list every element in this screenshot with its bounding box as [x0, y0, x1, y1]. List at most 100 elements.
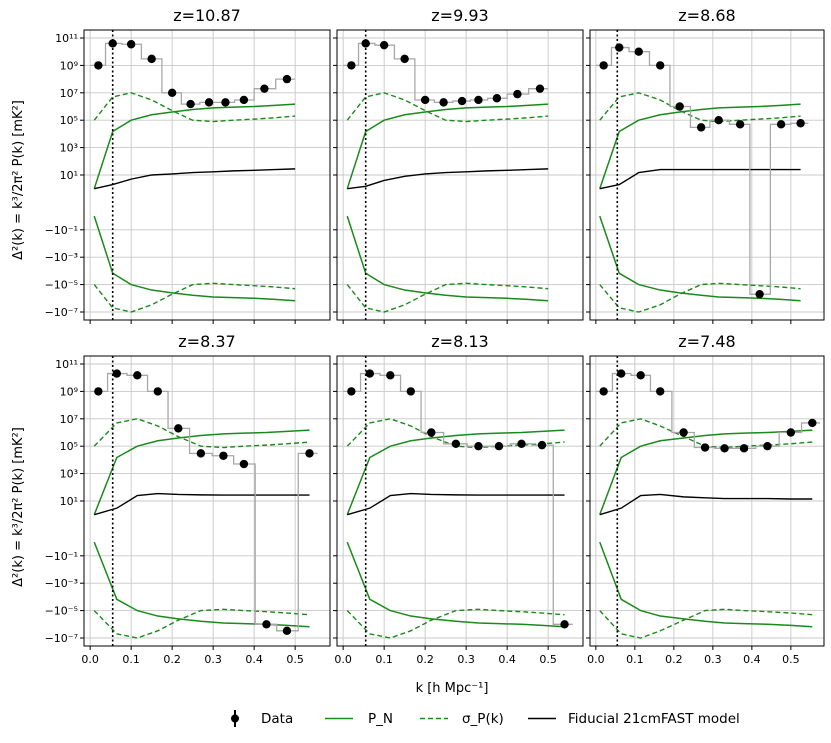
data-point — [260, 84, 269, 93]
pn-upper-line — [346, 103, 549, 189]
panels-layer: 10¹¹ 10⁹ 10⁷ 10⁵ 10³ 10¹ −10⁻¹ −10⁻³ −10⁻⁵ −10⁻⁷ z… — [45, 6, 825, 666]
x-tick-label: 0.1 — [375, 653, 393, 666]
pn-lower-line — [346, 215, 549, 302]
data-point — [420, 95, 430, 105]
data-point — [474, 442, 483, 451]
sigma-upper-line — [346, 92, 549, 123]
sigma-lower-line — [93, 608, 310, 639]
data-point — [615, 43, 624, 52]
data-point — [186, 99, 195, 109]
data-point — [174, 424, 183, 433]
sigma-upper-line — [93, 418, 310, 449]
data-step-line — [90, 372, 318, 632]
x-tick-label: 0.5 — [286, 653, 304, 666]
data-point — [347, 387, 356, 396]
data-point — [239, 95, 249, 105]
data-point — [634, 47, 643, 56]
data-point — [221, 98, 230, 107]
x-tick-label: 0.3 — [204, 653, 222, 666]
data-point — [133, 371, 142, 380]
sigma-lower-line — [599, 608, 813, 639]
panel-title: z=8.13 — [431, 332, 488, 351]
model-line — [94, 492, 310, 516]
y-tick-label: 10⁹ — [60, 385, 78, 398]
data-point — [219, 451, 228, 460]
data-point — [714, 116, 723, 125]
data-point — [755, 289, 764, 299]
y-axis-label-bottom: Δ²(k) = k³/2π² P(k) [mK²] — [11, 427, 26, 587]
x-tick-label: 0.2 — [416, 653, 434, 666]
data-point — [786, 428, 796, 437]
x-tick-label: 0.0 — [81, 653, 99, 666]
y-tick-label: 10³ — [60, 142, 78, 155]
panel-title: z=9.93 — [431, 6, 488, 25]
x-tick-label: 0.2 — [665, 653, 683, 666]
data-point — [365, 369, 374, 378]
y-tick-label: 10⁷ — [60, 87, 78, 100]
y-tick-label: −10⁻⁵ — [45, 279, 78, 292]
legend: Data P_N σ_P(k) Fiducial 21cmFAST model — [231, 710, 740, 727]
data-point — [167, 88, 177, 98]
data-point — [560, 620, 569, 629]
pn-upper-line — [346, 429, 565, 515]
data-point — [379, 40, 389, 50]
x-tick-label: 0.2 — [163, 653, 181, 666]
pn-upper-line — [599, 103, 801, 189]
data-point — [147, 54, 156, 64]
data-point — [763, 442, 772, 451]
model-line — [347, 168, 549, 190]
x-tick-label: 0.4 — [245, 653, 263, 666]
panel-title: z=10.87 — [173, 6, 241, 25]
x-tick-label: 0.0 — [587, 653, 605, 666]
data-point — [599, 61, 608, 70]
y-tick-label: 10³ — [60, 468, 78, 481]
data-point — [735, 120, 745, 129]
sigma-lower-line — [599, 282, 801, 313]
panel-3: 10¹¹10⁹10⁷10⁵10³10¹−10⁻¹−10⁻³−10⁻⁵−10⁻⁷0… — [45, 332, 331, 666]
y-tick-label: −10⁻¹ — [45, 550, 78, 563]
y-tick-label: 10⁵ — [60, 440, 78, 453]
data-point — [617, 369, 626, 378]
data-point — [537, 440, 547, 450]
data-point — [739, 444, 749, 453]
data-point — [636, 371, 645, 380]
data-point — [517, 439, 526, 448]
legend-label-pn: P_N — [368, 711, 393, 727]
y-tick-label: −10⁻³ — [45, 577, 78, 590]
panel-2: z=8.68 — [586, 6, 825, 324]
pn-upper-line — [93, 429, 310, 515]
data-point — [474, 95, 483, 105]
y-axis-label-top: Δ²(k) = k³/2π² P(k) [mK²] — [11, 100, 26, 260]
data-point — [439, 98, 448, 107]
data-point — [262, 620, 271, 629]
data-point — [282, 626, 292, 636]
data-point — [457, 96, 467, 106]
x-axis-label: k [h Mpc⁻¹] — [416, 681, 489, 696]
data-point — [720, 444, 729, 453]
x-tick-label: 0.3 — [457, 653, 475, 666]
data-point — [427, 428, 436, 437]
model-line — [599, 168, 801, 190]
sigma-lower-line — [93, 282, 296, 313]
data-point — [492, 94, 502, 103]
data-step-line — [343, 372, 573, 625]
data-point — [451, 439, 461, 448]
x-tick-label: 0.4 — [743, 653, 761, 666]
data-point — [108, 39, 117, 48]
y-tick-label: 10¹¹ — [55, 32, 78, 45]
legend-label-sigma: σ_P(k) — [462, 711, 504, 727]
x-tick-label: 0.1 — [122, 653, 140, 666]
model-line — [347, 492, 565, 516]
panel-0: 10¹¹ 10⁹ 10⁷ 10⁵ 10³ 10¹ −10⁻¹ −10⁻³ −10⁻⁵ −10⁻⁷ z… — [45, 6, 331, 324]
y-tick-label: 10¹ — [60, 495, 78, 508]
data-point — [94, 387, 103, 396]
pn-lower-line — [599, 215, 801, 302]
y-tick-label: −10⁻⁷ — [45, 632, 78, 645]
model-line — [94, 168, 296, 190]
x-tick-label: 0.4 — [498, 653, 516, 666]
data-point — [535, 84, 545, 93]
data-point — [656, 387, 665, 396]
pn-upper-line — [599, 429, 813, 515]
x-tick-label: 0.5 — [782, 653, 800, 666]
data-point — [808, 418, 817, 428]
